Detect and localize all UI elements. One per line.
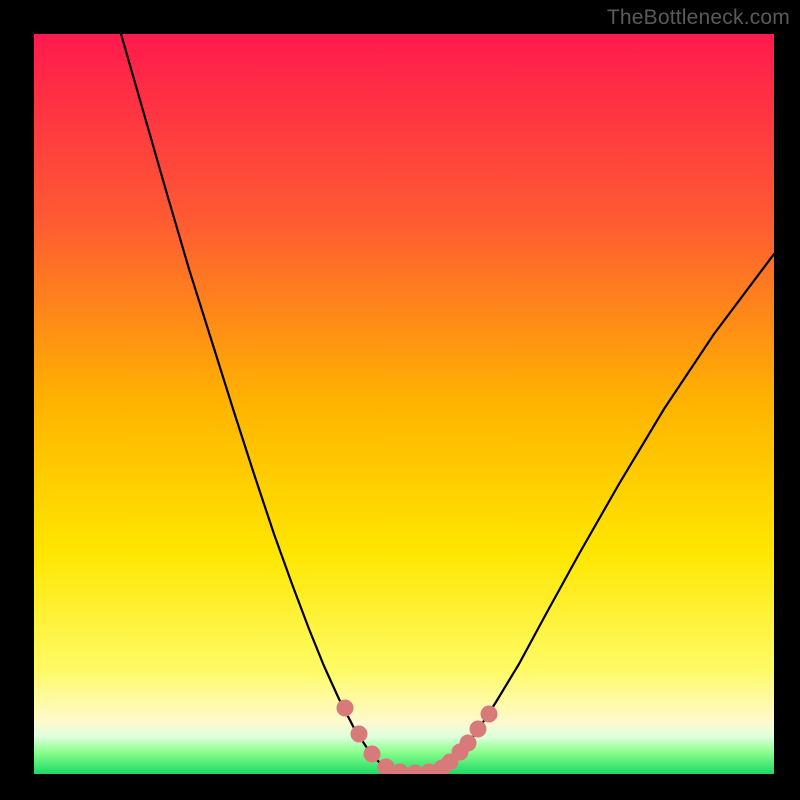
data-dot <box>470 721 487 738</box>
data-dot <box>337 700 354 717</box>
data-dots-group <box>337 700 498 775</box>
data-dot <box>460 735 477 752</box>
watermark-text: TheBottleneck.com <box>607 6 790 30</box>
data-dot <box>364 746 381 763</box>
curve-overlay <box>34 34 774 774</box>
data-dot <box>481 706 498 723</box>
data-dot <box>351 726 368 743</box>
bottleneck-curve <box>121 34 774 773</box>
